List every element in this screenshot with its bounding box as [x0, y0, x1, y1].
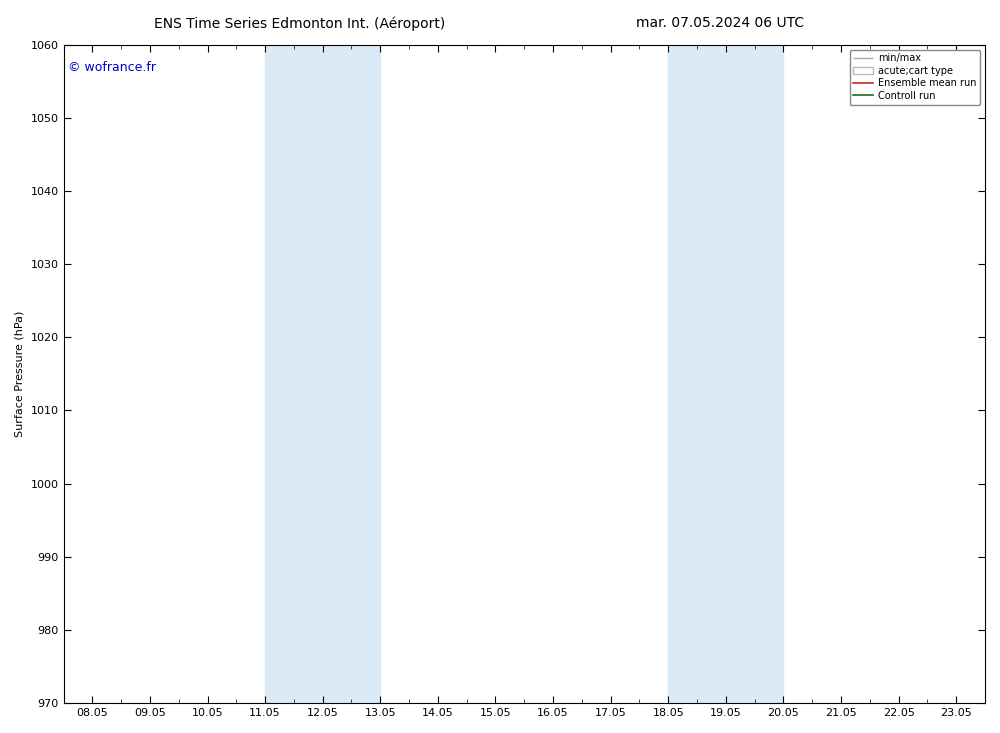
Text: ENS Time Series Edmonton Int. (Aéroport): ENS Time Series Edmonton Int. (Aéroport)	[154, 16, 446, 31]
Legend: min/max, acute;cart type, Ensemble mean run, Controll run: min/max, acute;cart type, Ensemble mean …	[850, 50, 980, 105]
Text: mar. 07.05.2024 06 UTC: mar. 07.05.2024 06 UTC	[636, 16, 804, 30]
Y-axis label: Surface Pressure (hPa): Surface Pressure (hPa)	[15, 311, 25, 437]
Bar	[265, 45, 380, 703]
Bar	[668, 45, 783, 703]
Text: © wofrance.fr: © wofrance.fr	[68, 61, 156, 74]
